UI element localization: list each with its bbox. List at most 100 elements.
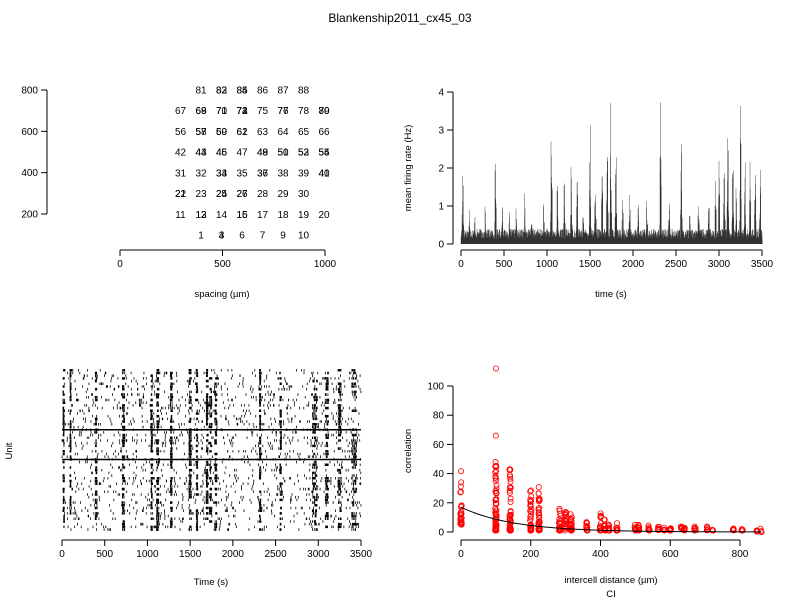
electrode-label: 87 <box>277 86 289 97</box>
correlation-point <box>507 524 514 531</box>
correlation-point <box>493 462 500 469</box>
spike-raster-axes: 0 500 1000 1500 2000 2500 3000 3500 <box>59 539 373 560</box>
raster-x-tick-label: 500 <box>96 549 113 560</box>
electrode-label: 21 <box>175 189 187 200</box>
figure-title: Blankenship2011_cx45_03 <box>328 11 472 25</box>
correlation-x-tick-label: 400 <box>592 549 609 560</box>
electrode-label: 41 <box>318 168 330 179</box>
electrode-label: 67 <box>175 106 187 117</box>
electrode-label: 25 <box>216 189 228 200</box>
firing-rate-xlabel: time (s) <box>595 289 627 300</box>
correlation-point <box>507 475 514 482</box>
firing-rate-y-tick-label: 3 <box>438 126 444 137</box>
firing-rate-line <box>460 102 763 244</box>
spike-raster-marks <box>61 369 362 531</box>
layout-x-tick-label: 500 <box>214 259 231 270</box>
correlation-point <box>562 509 569 516</box>
electrode-label: 42 <box>175 148 187 159</box>
correlation-point <box>536 514 543 521</box>
electrode-label: 31 <box>175 168 187 179</box>
raster-x-tick-label: 0 <box>59 549 65 560</box>
correlation-point <box>568 518 575 525</box>
correlation-caption: CI <box>606 589 616 600</box>
correlation-point <box>492 365 499 372</box>
raster-x-tick-label: 1000 <box>136 549 159 560</box>
electrode-label: 29 <box>277 189 289 200</box>
firing-rate-trace <box>460 102 763 244</box>
electrode-layout-xlabel: spacing (µm) <box>194 289 249 300</box>
electrode-label: 3 <box>219 231 225 242</box>
correlation-point <box>527 502 534 509</box>
correlation-point <box>506 487 513 494</box>
electrode-label: 33 <box>216 168 228 179</box>
correlation-point <box>493 507 500 514</box>
correlation-point <box>492 488 499 495</box>
electrode-label: 76 <box>277 106 289 117</box>
electrode-label: 44 <box>195 148 207 159</box>
spike-raster-xlabel: Time (s) <box>194 577 228 588</box>
electrode-label: 77 <box>277 106 289 117</box>
correlation-point <box>666 527 673 534</box>
electrode-label: 71 <box>216 106 228 117</box>
firing-rate-axes: 0 500 1000 1500 2000 2500 3000 3500 0 1 2 3 4 <box>438 88 773 271</box>
electrode-label: 39 <box>298 168 310 179</box>
spike-raster-ylabel: Unit <box>4 442 15 459</box>
correlation-point <box>583 522 590 529</box>
electrode-label: 69 <box>195 106 207 117</box>
electrode-label: 26 <box>236 189 248 200</box>
correlation-point <box>528 506 535 513</box>
firing-rate-y-tick-label: 1 <box>438 202 444 213</box>
correlation-point <box>458 468 465 475</box>
firing-rate-x-tick-label: 1500 <box>579 259 602 270</box>
correlation-point <box>535 496 542 503</box>
correlation-point <box>507 478 514 485</box>
firing-rate-x-tick-label: 0 <box>458 259 464 270</box>
electrode-label: 45 <box>216 148 228 159</box>
electrode-label: 17 <box>257 210 269 221</box>
correlation-point <box>681 527 688 534</box>
electrode-label: 24 <box>216 189 228 200</box>
electrode-label: 78 <box>298 106 310 117</box>
correlation-point <box>492 469 499 476</box>
correlation-points <box>457 365 765 535</box>
correlation-point <box>527 488 534 495</box>
electrode-label: 64 <box>277 127 289 138</box>
electrode-label: 84 <box>236 86 248 97</box>
correlation-point <box>493 527 500 534</box>
correlation-y-tick-label: 40 <box>433 469 445 480</box>
layout-y-tick-label: 200 <box>21 210 38 221</box>
correlation-point <box>583 525 590 532</box>
firing-rate-y-tick-label: 0 <box>438 240 444 251</box>
correlation-point <box>457 520 464 527</box>
correlation-point <box>457 510 464 517</box>
correlation-point <box>492 522 499 529</box>
electrode-label: 18 <box>277 210 289 221</box>
electrode-label: 52 <box>298 148 310 159</box>
electrode-label: 22 <box>175 189 187 200</box>
firing-rate-x-tick-label: 2500 <box>665 259 688 270</box>
correlation-x-tick-label: 800 <box>732 549 749 560</box>
raster-x-tick-label: 2000 <box>222 549 245 560</box>
correlation-point <box>757 525 764 532</box>
correlation-point <box>709 527 716 534</box>
electrode-label: 27 <box>236 189 248 200</box>
electrode-layout-axes: 0 500 1000 200 400 600 800 <box>21 86 336 271</box>
correlation-point <box>606 522 613 529</box>
electrode-label: 47 <box>236 148 248 159</box>
correlation-point <box>492 432 499 439</box>
correlation-point <box>457 489 464 496</box>
electrode-label: 14 <box>216 210 228 221</box>
firing-rate-x-tick-label: 2000 <box>622 259 645 270</box>
electrode-label: 80 <box>318 106 330 117</box>
correlation-point <box>568 521 575 528</box>
electrode-label: 15 <box>236 210 248 221</box>
correlation-point <box>704 523 711 530</box>
correlation-point <box>535 506 542 513</box>
electrode-label: 48 <box>257 148 269 159</box>
correlation-point <box>528 487 535 494</box>
electrode-label: 70 <box>216 106 228 117</box>
electrode-label: 16 <box>236 210 248 221</box>
firing-rate-y-tick-label: 2 <box>438 164 444 175</box>
correlation-point <box>492 519 499 526</box>
